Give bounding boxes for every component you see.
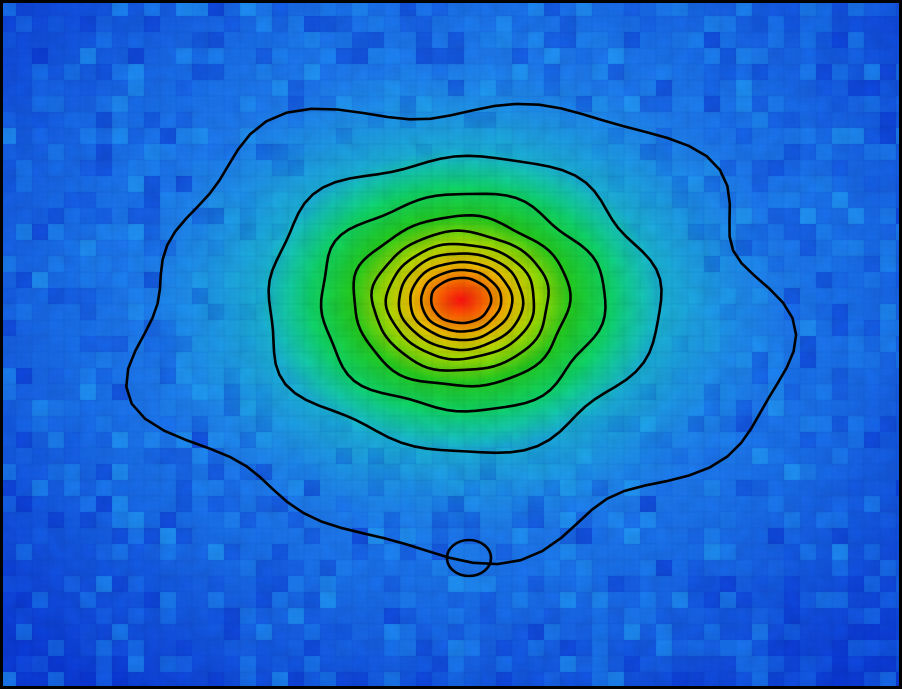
- contour-secondary: [445, 538, 493, 578]
- contour-level-7: [397, 252, 525, 352]
- contour-level-3: [319, 192, 607, 413]
- contour-lines: [125, 102, 798, 578]
- contour-level-9: [419, 268, 503, 333]
- contour-level-8: [409, 260, 514, 342]
- contour-level-4: [352, 214, 572, 388]
- contour-level-1: [125, 102, 798, 566]
- contour-level-10: [429, 276, 493, 325]
- contour-level-6: [384, 242, 536, 361]
- contour-level-5: [370, 229, 550, 372]
- contour-level-2: [267, 154, 663, 455]
